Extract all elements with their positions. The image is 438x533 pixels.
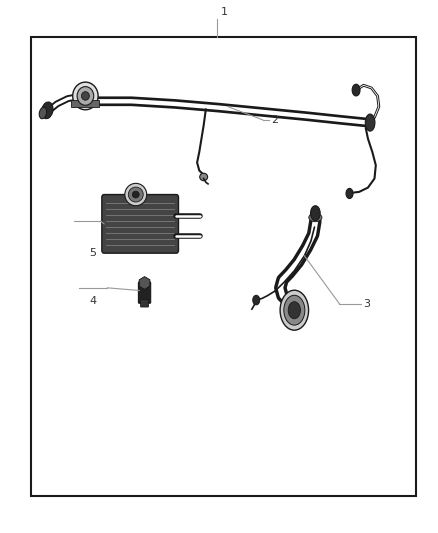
- Ellipse shape: [352, 84, 360, 96]
- Ellipse shape: [42, 102, 53, 119]
- Ellipse shape: [81, 92, 89, 100]
- FancyBboxPatch shape: [102, 195, 178, 253]
- Text: 2: 2: [272, 115, 279, 125]
- Ellipse shape: [280, 290, 308, 330]
- Ellipse shape: [77, 86, 94, 106]
- Ellipse shape: [284, 295, 305, 325]
- Ellipse shape: [39, 107, 46, 119]
- Ellipse shape: [253, 295, 260, 305]
- Bar: [71, 100, 99, 107]
- FancyBboxPatch shape: [138, 282, 151, 303]
- Ellipse shape: [200, 173, 208, 181]
- Ellipse shape: [309, 213, 322, 222]
- Ellipse shape: [346, 189, 353, 199]
- Ellipse shape: [311, 206, 320, 221]
- Ellipse shape: [125, 183, 147, 206]
- Bar: [31, 37, 416, 496]
- Ellipse shape: [288, 302, 300, 319]
- Text: 5: 5: [89, 248, 96, 258]
- Ellipse shape: [365, 114, 375, 131]
- Text: 1: 1: [221, 7, 228, 17]
- Ellipse shape: [73, 82, 98, 110]
- Text: 4: 4: [89, 296, 96, 306]
- FancyBboxPatch shape: [141, 300, 148, 307]
- Polygon shape: [139, 277, 150, 289]
- Text: 3: 3: [364, 299, 371, 309]
- Ellipse shape: [128, 187, 143, 202]
- Ellipse shape: [132, 191, 139, 198]
